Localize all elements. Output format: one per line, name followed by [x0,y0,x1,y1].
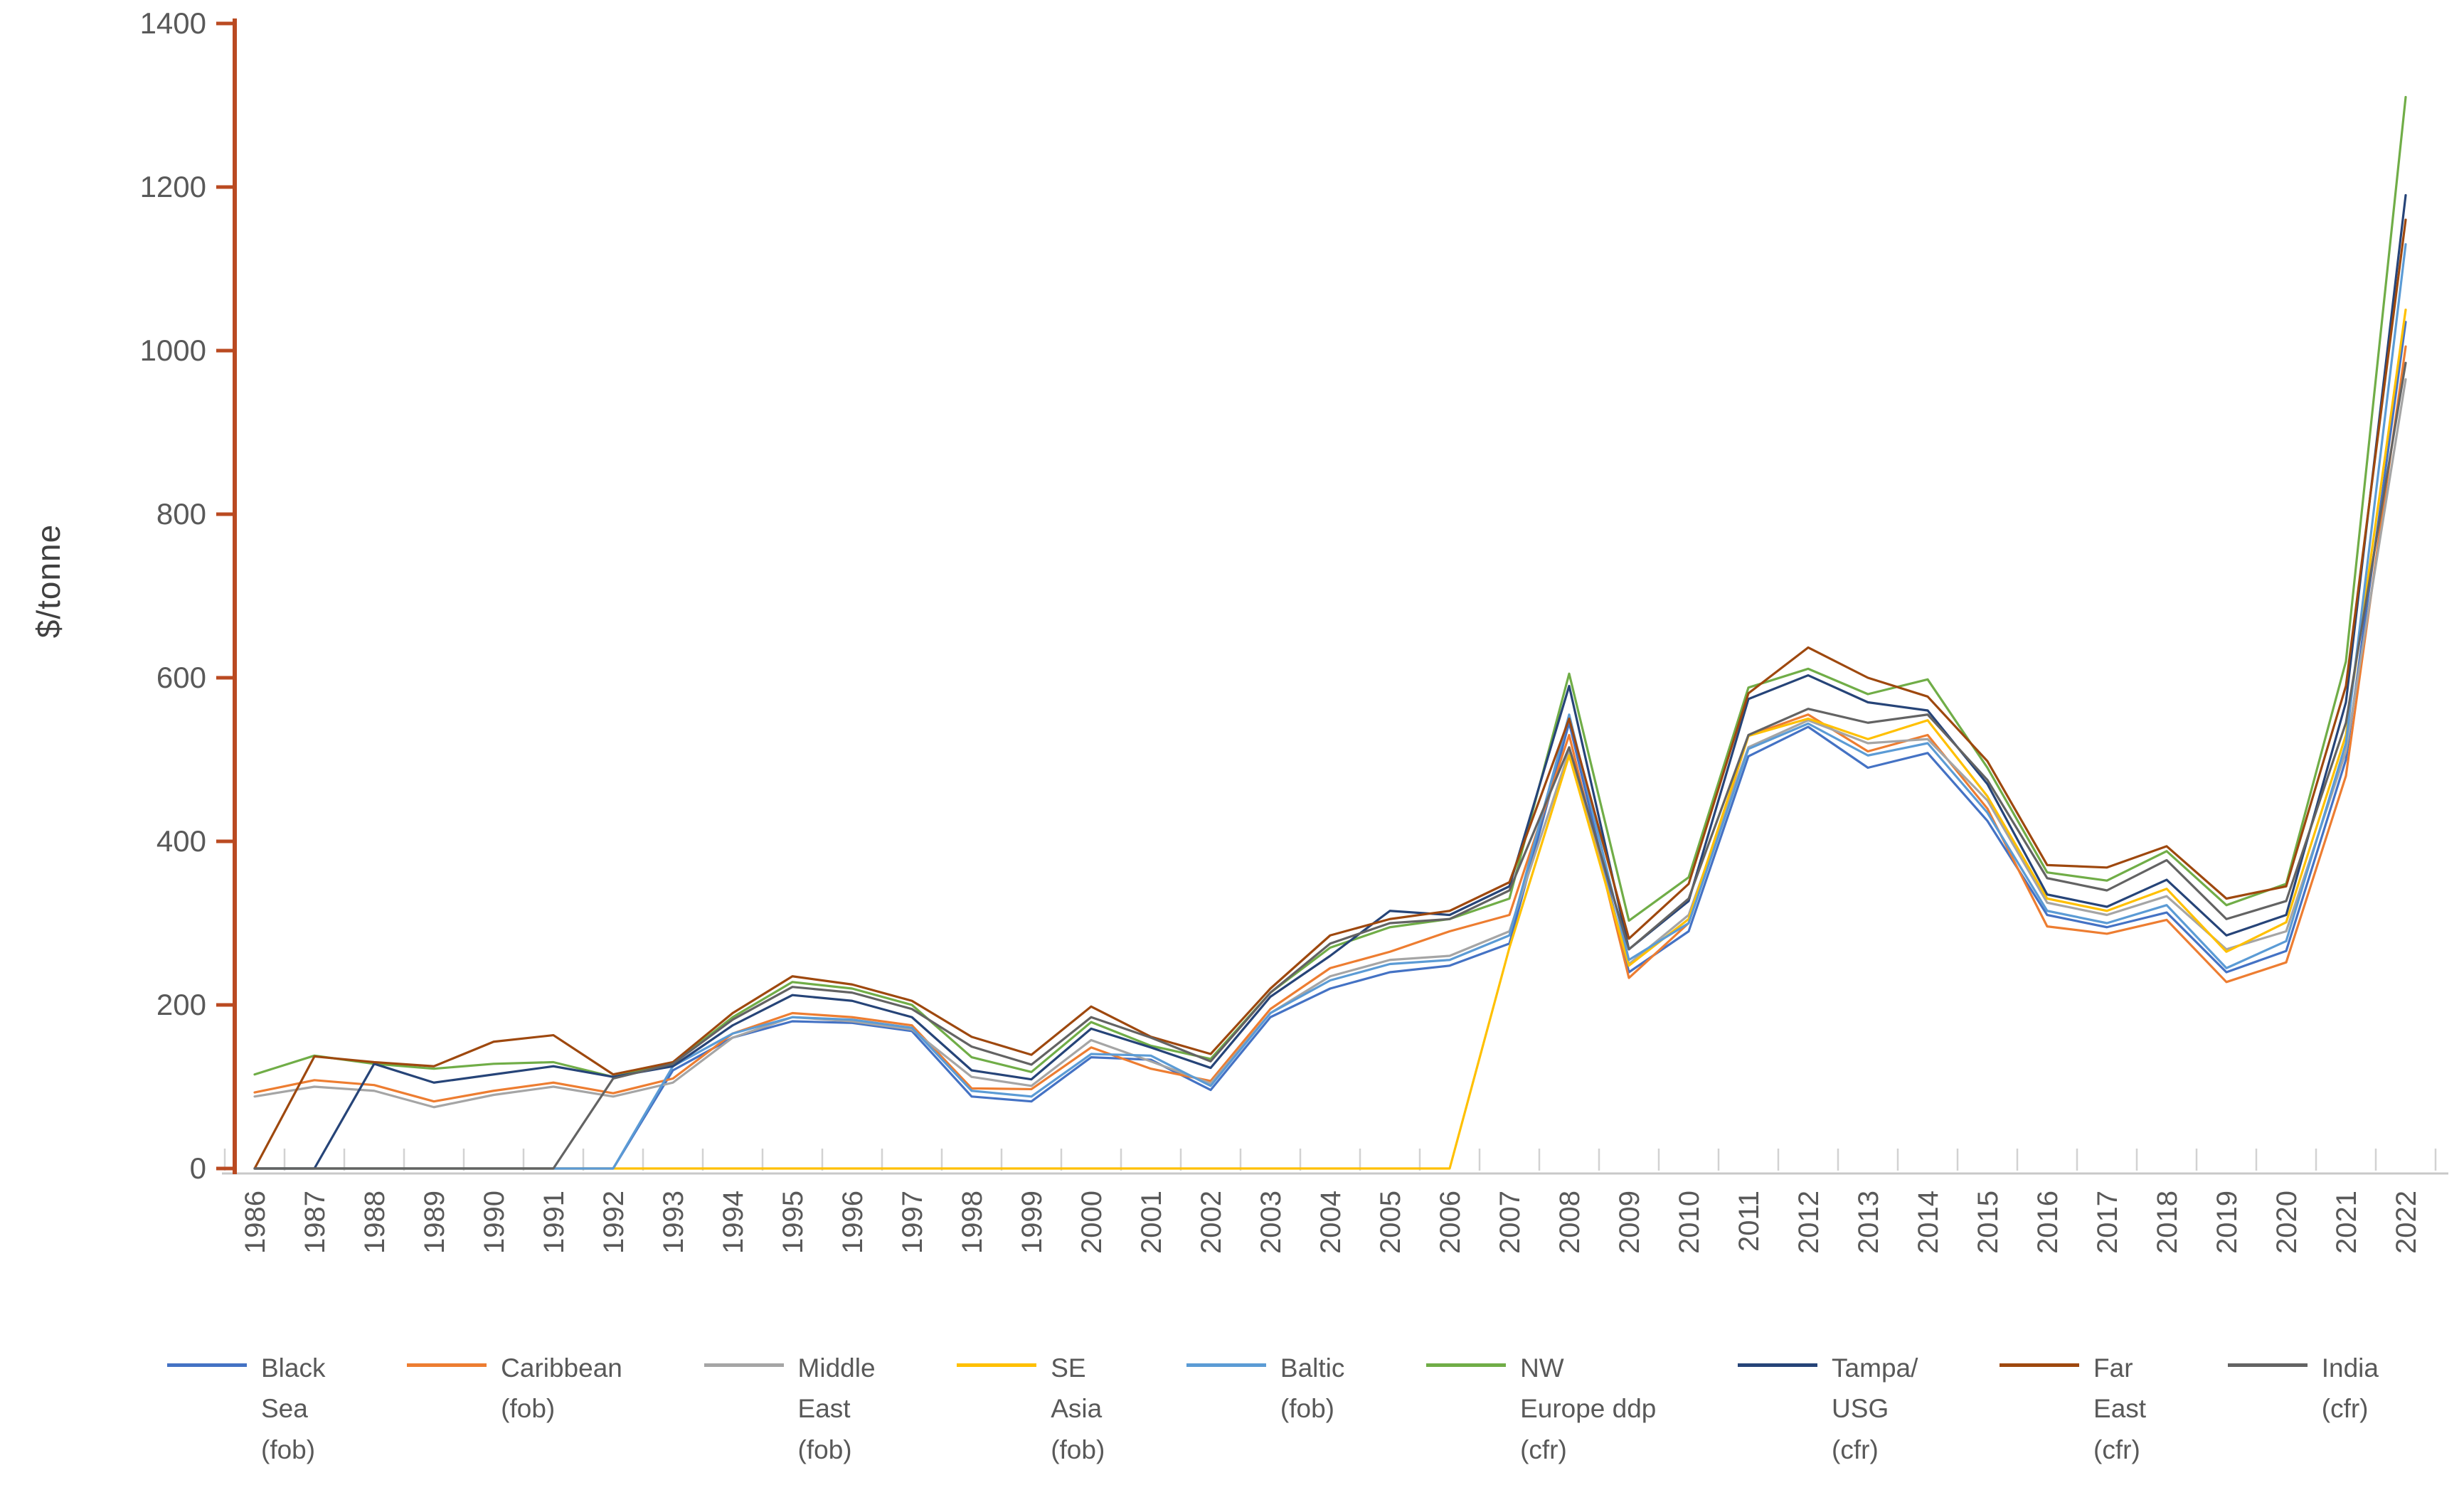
x-axis-year-label: 2011 [1733,1191,1765,1252]
legend-item-middle-east-fob: Middle East (fob) [703,1348,876,1470]
legend-line-swatch-se-asia-fob [957,1363,1037,1367]
legend-label-nw-europe-ddp-cfr: NW Europe ddp (cfr) [1520,1353,1657,1464]
x-axis-year-label: 1989 [419,1191,450,1254]
x-axis-year-label: 2015 [1972,1191,2004,1254]
legend-item-se-asia-fob: SE Asia (fob) [957,1348,1105,1470]
legend-line-swatch-far-east-cfr [2000,1363,2080,1367]
legend-label-india-cfr: India (cfr) [2321,1353,2379,1424]
y-axis-tick-label: 1000 [140,334,206,367]
x-axis-year-label: 1992 [598,1191,630,1254]
x-axis-year-label: 1993 [658,1191,689,1254]
x-axis-year-label: 2020 [2271,1191,2303,1254]
x-axis-year-label: 1998 [957,1191,988,1254]
x-axis-year-label: 2019 [2211,1191,2243,1254]
x-axis-year-label: 2008 [1554,1191,1586,1254]
legend-label-middle-east-fob: Middle East (fob) [797,1353,876,1464]
x-axis-year-label: 2018 [2152,1191,2183,1254]
legend-item-nw-europe-ddp-cfr: NW Europe ddp (cfr) [1426,1348,1656,1470]
legend-label-se-asia-fob: SE Asia (fob) [1051,1353,1105,1464]
x-axis-year-label: 2017 [2092,1191,2123,1254]
y-axis-title: $/tonne [30,523,67,639]
y-axis-tick-label: 800 [156,497,206,531]
x-axis-year-label: 1991 [538,1191,570,1254]
legend-label-baltic-fob: Baltic (fob) [1280,1353,1345,1424]
x-axis-year-label: 2005 [1375,1191,1406,1254]
x-axis-year-label: 2001 [1136,1191,1167,1254]
x-axis-year-label: 1996 [837,1191,869,1254]
x-axis-year-label: 2021 [2331,1191,2362,1254]
legend-line-swatch-nw-europe-ddp-cfr [1426,1363,1507,1367]
legend-item-india-cfr: India (cfr) [2227,1348,2379,1430]
legend-label-tampa-usg-cfr: Tampa/ USG (cfr) [1832,1353,1918,1464]
x-axis-year-label: 2006 [1435,1191,1466,1254]
x-axis-year-label: 2009 [1614,1191,1645,1254]
y-axis-tick-label: 400 [156,824,206,858]
legend-line-swatch-middle-east-fob [703,1363,784,1367]
series-line-india-cfr [253,361,2407,1170]
legend-item-tampa-usg-cfr: Tampa/ USG (cfr) [1738,1348,1918,1470]
y-axis-tick-label: 1400 [140,6,206,40]
legend-line-swatch-baltic-fob [1186,1363,1266,1367]
x-axis-year-label: 2010 [1674,1191,1705,1254]
price-line-chart: 0 200 400 600 800 1000 1200 1400 1986 1987 1988 198… [140,6,2448,1254]
x-axis-year-label: 1994 [718,1191,749,1254]
x-axis-year-label: 2004 [1315,1191,1347,1254]
x-axis-year-label: 2002 [1196,1191,1227,1254]
legend-label-far-east-cfr: Far East (cfr) [2093,1353,2147,1464]
series-line-se-asia-fob [253,308,2407,1170]
series-line-black-sea-fob [253,321,2407,1170]
series-line-baltic-fob [253,243,2407,1170]
x-axis-year-label: 1995 [777,1191,809,1254]
x-axis-year-label: 1988 [359,1191,391,1254]
x-axis-year-label: 2000 [1076,1191,1108,1254]
series-line-tampa-usg-cfr [253,193,2407,1170]
x-axis-year-label: 1986 [240,1191,271,1254]
legend-label-black-sea-fob: Black Sea (fob) [261,1353,326,1464]
legend-item-baltic-fob: Baltic (fob) [1186,1348,1344,1430]
legend-line-swatch-india-cfr [2227,1363,2308,1367]
x-axis-year-label: 1997 [897,1191,928,1254]
x-axis-year-label: 2022 [2391,1191,2422,1254]
legend-item-black-sea-fob: Black Sea (fob) [167,1348,325,1470]
x-axis-year-label: 1990 [479,1191,510,1254]
x-axis-year-label: 2007 [1494,1191,1526,1254]
y-axis-tick-label: 1200 [140,170,206,203]
x-axis-year-label: 2014 [1913,1191,1944,1254]
y-axis-tick-label: 600 [156,661,206,694]
series-line-far-east-cfr [253,218,2407,1170]
legend-item-far-east-cfr: Far East (cfr) [2000,1348,2146,1470]
legend-line-swatch-tampa-usg-cfr [1738,1363,1818,1367]
x-axis-year-label: 1999 [1016,1191,1048,1254]
x-axis-year-label: 2012 [1793,1191,1825,1254]
x-axis-year-label: 1987 [299,1191,331,1254]
chart-legend: Black Sea (fob) Caribbean (fob) Middle Eas… [0,1348,2464,1470]
y-axis-tick-label: 0 [190,1151,206,1185]
y-axis-tick-label: 200 [156,988,206,1021]
series-line-middle-east-fob [253,378,2407,1109]
legend-label-caribbean-fob: Caribbean (fob) [501,1353,622,1424]
x-axis-year-label: 2003 [1255,1191,1287,1254]
legend-line-swatch-caribbean-fob [407,1363,487,1367]
series-line-caribbean-fob [253,345,2407,1103]
legend-item-caribbean-fob: Caribbean (fob) [407,1348,622,1430]
x-axis-year-label: 2016 [2032,1191,2064,1254]
x-axis-year-label: 2013 [1853,1191,1884,1254]
legend-line-swatch-black-sea-fob [167,1363,247,1367]
